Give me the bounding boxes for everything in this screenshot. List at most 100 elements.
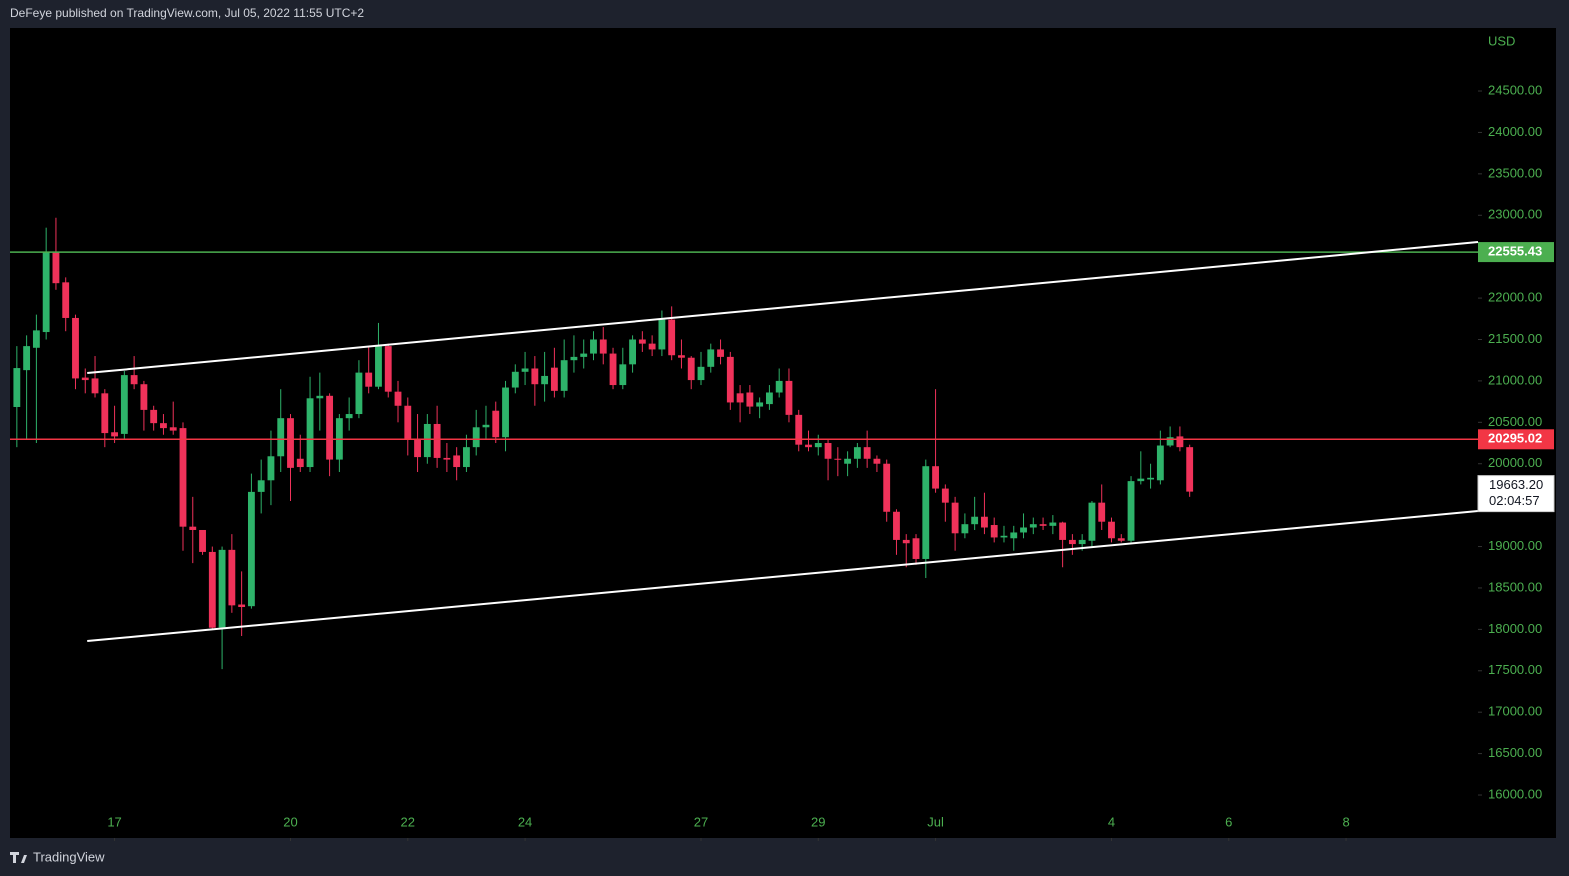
level-label-box (1478, 429, 1554, 450)
candle-body (971, 516, 979, 525)
candle-body (658, 319, 666, 350)
candle-body (414, 438, 421, 458)
y-tick-label: 21500.00 (1488, 331, 1542, 346)
candle-body (32, 330, 40, 348)
candle-body (902, 539, 910, 544)
y-tick-label: 20000.00 (1488, 455, 1542, 470)
candle-body (375, 346, 382, 387)
candle-body (1000, 535, 1008, 538)
candle-body (638, 339, 646, 344)
candle-body (883, 463, 891, 512)
header: DeFeye published on TradingView.com, Jul… (10, 6, 364, 20)
level-label: 22555.43 (1488, 244, 1542, 259)
candle-body (492, 410, 500, 438)
candle-body (326, 395, 334, 460)
candle-body (1186, 447, 1194, 492)
candle-body (1049, 522, 1057, 526)
candle-body (912, 538, 920, 559)
y-tick-label: 24500.00 (1488, 82, 1542, 97)
candle-body (306, 398, 314, 468)
candle-body (873, 458, 881, 464)
x-tick-label: 24 (518, 814, 532, 829)
candle-body (570, 356, 578, 361)
level-label-box (1478, 242, 1554, 263)
candle-body (668, 319, 676, 356)
candle-body (941, 488, 949, 503)
y-tick-label: 18000.00 (1488, 621, 1542, 636)
candle-body (746, 392, 754, 407)
candle-body (560, 360, 568, 391)
candle-body (785, 380, 793, 415)
footer-logo: TradingView (10, 849, 105, 864)
candle-body (247, 491, 255, 607)
candle-body (267, 456, 275, 481)
candle-body (296, 458, 304, 468)
x-tick-label: 4 (1108, 814, 1115, 829)
candle-body (775, 380, 783, 393)
candle-body (287, 418, 294, 468)
candle-body (1147, 477, 1155, 480)
candle-body (101, 393, 109, 434)
candle-body (609, 353, 617, 386)
candle-body (550, 367, 558, 391)
y-tick-label: 23000.00 (1488, 207, 1542, 222)
candle-body (238, 604, 246, 608)
candle-body (1098, 502, 1106, 522)
y-tick-label: 22000.00 (1488, 290, 1542, 305)
candle-body (502, 387, 509, 438)
candle-body (531, 368, 539, 385)
y-tick-label: 17000.00 (1488, 704, 1542, 719)
candle-body (1078, 539, 1086, 545)
candle-body (922, 466, 930, 559)
candle-body (384, 346, 392, 392)
candle-body (1068, 539, 1076, 545)
x-tick-label: 27 (694, 814, 708, 829)
candle-body (1166, 437, 1174, 446)
candle-body (404, 405, 412, 439)
candle-body (72, 317, 79, 379)
y-tick-label: 16000.00 (1488, 786, 1542, 801)
candle-body (678, 355, 685, 358)
candle-body (844, 458, 852, 464)
candle-body (511, 371, 519, 388)
candle-body (130, 375, 138, 385)
candle-body (1010, 532, 1018, 539)
candle-body (463, 447, 470, 468)
candle-body (1020, 527, 1027, 533)
candle-body (521, 368, 529, 372)
x-tick-label: 22 (401, 814, 415, 829)
x-tick-label: 17 (107, 814, 121, 829)
candle-body (687, 357, 695, 381)
candle-body (189, 526, 197, 530)
candle-body (120, 375, 128, 434)
trendline (87, 241, 1479, 375)
candle-body (199, 529, 206, 552)
candle-body (433, 423, 441, 458)
candle-body (961, 524, 969, 534)
candle-body (23, 346, 31, 371)
candle-body (1029, 524, 1037, 528)
candle-body (619, 364, 627, 386)
candle-body (1039, 524, 1047, 526)
candle-body (394, 391, 402, 406)
candle-body (1176, 436, 1184, 448)
trendline (87, 510, 1479, 643)
candle-body (599, 339, 607, 354)
candle-body (717, 349, 724, 357)
candle-body (218, 549, 226, 628)
y-tick-label: 19000.00 (1488, 538, 1542, 553)
candle-body (814, 443, 822, 448)
y-tick-label: 21000.00 (1488, 372, 1542, 387)
x-tick-label: 8 (1342, 814, 1349, 829)
candle-body (932, 466, 939, 489)
candle-body (443, 457, 451, 460)
candle-body (1156, 445, 1164, 481)
candle-body (834, 458, 842, 460)
candle-body (472, 427, 480, 448)
candle-body (726, 356, 734, 403)
x-tick-label: 6 (1225, 814, 1232, 829)
candle-body (1059, 522, 1067, 540)
candle-body (13, 368, 21, 407)
last-price-box (1477, 475, 1555, 513)
candle-body (208, 551, 216, 628)
